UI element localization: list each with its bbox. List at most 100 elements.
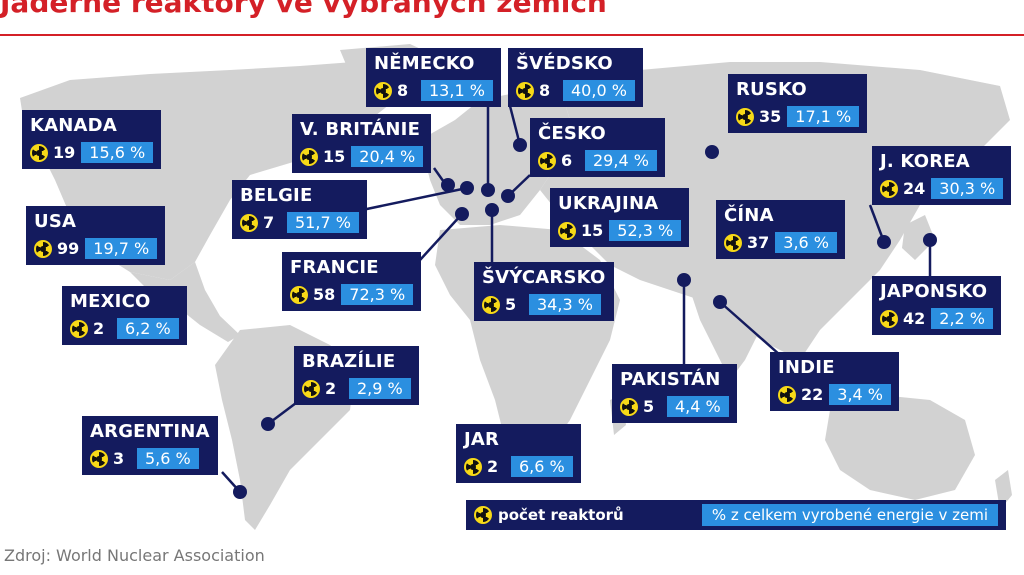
country-name: BELGIE [240, 185, 313, 206]
radiation-icon [240, 213, 258, 232]
reactor-count: 8 [397, 81, 409, 100]
energy-percent: 3,6 % [775, 232, 837, 253]
card-kanada: KANADA 19 15,6 % [22, 110, 162, 169]
energy-percent: 5,6 % [137, 448, 199, 469]
radiation-icon [34, 239, 52, 258]
energy-percent: 40,0 % [563, 80, 635, 101]
marker-rusko [705, 145, 719, 159]
reactor-count: 58 [313, 285, 336, 304]
country-name: MEXICO [70, 291, 151, 312]
radiation-icon [482, 295, 500, 314]
country-name: ČESKO [538, 123, 606, 144]
radiation-icon [880, 309, 898, 328]
india-shape [690, 290, 760, 380]
card-jar: JAR 2 6,6 % [456, 424, 581, 483]
card-francie: FRANCIE 58 72,3 % [282, 252, 422, 311]
country-name: PAKISTÁN [620, 369, 721, 390]
card-indie: INDIE 22 3,4 % [770, 352, 899, 411]
card-argentina: ARGENTINA 3 5,6 % [82, 416, 218, 475]
marker-j-korea [877, 235, 891, 249]
marker-svedsko [513, 138, 527, 152]
energy-percent: 51,7 % [287, 212, 359, 233]
reactor-count: 22 [801, 385, 824, 404]
card-ukrajina: UKRAJINA 15 52,3 % [550, 188, 690, 247]
radiation-icon [778, 385, 796, 404]
reactor-count: 15 [581, 221, 604, 240]
map-legend: počet reaktorů % z celkem vyrobené energ… [466, 500, 1006, 530]
radiation-icon [300, 147, 318, 166]
radiation-icon [90, 449, 108, 468]
energy-percent: 20,4 % [351, 146, 424, 167]
energy-percent: 6,6 % [511, 456, 573, 477]
radiation-icon [724, 233, 742, 252]
legend-percent-label: % z celkem vyrobené energie v zemi [701, 504, 998, 526]
card-japonsko: JAPONSKO 42 2,2 % [872, 276, 1001, 335]
legend-reactors-label: počet reaktorů [498, 506, 624, 524]
country-name: JAPONSKO [880, 281, 988, 302]
reactor-count: 2 [487, 457, 499, 476]
marker-nemecko [481, 183, 495, 197]
energy-percent: 34,3 % [529, 294, 601, 315]
country-name: RUSKO [736, 79, 807, 100]
japan-shape [902, 215, 935, 260]
energy-percent: 2,9 % [349, 378, 411, 399]
marker-pakistan [677, 273, 691, 287]
country-name: NĚMECKO [374, 53, 475, 74]
country-name: V. BRITÁNIE [300, 119, 421, 140]
marker-japonsko [923, 233, 937, 247]
energy-percent: 2,2 % [931, 308, 993, 329]
card-svycarsko: ŠVÝCARSKO 5 34,3 % [474, 262, 614, 321]
card-rusko: RUSKO 35 17,1 % [728, 74, 868, 133]
radiation-icon [30, 143, 48, 162]
reactor-count: 8 [539, 81, 551, 100]
country-name: J. KOREA [880, 151, 970, 172]
marker-indie [713, 295, 727, 309]
energy-percent: 4,4 % [667, 396, 729, 417]
reactor-count: 3 [113, 449, 125, 468]
radiation-icon [374, 81, 392, 100]
country-name: JAR [464, 429, 500, 450]
radiation-icon [558, 221, 576, 240]
country-name: ARGENTINA [90, 421, 210, 442]
card-svedsko: ŠVÉDSKO 8 40,0 % [508, 48, 643, 107]
energy-percent: 17,1 % [787, 106, 860, 127]
reactor-count: 99 [57, 239, 80, 258]
country-name: UKRAJINA [558, 193, 659, 214]
reactor-count: 19 [53, 143, 76, 162]
country-name: USA [34, 211, 77, 232]
marker-v-britanie [441, 178, 455, 192]
energy-percent: 52,3 % [609, 220, 682, 241]
country-name: FRANCIE [290, 257, 379, 278]
reactor-count: 6 [561, 151, 573, 170]
country-name: ČÍNA [724, 205, 774, 226]
reactor-count: 7 [263, 213, 275, 232]
radiation-icon [538, 151, 556, 170]
radiation-icon [516, 81, 534, 100]
reactor-count: 42 [903, 309, 926, 328]
marker-svycarsko [485, 203, 499, 217]
title-divider [0, 34, 1024, 36]
card-cesko: ČESKO 6 29,4 % [530, 118, 665, 177]
reactor-count: 35 [759, 107, 782, 126]
country-name: KANADA [30, 115, 117, 136]
radiation-icon [474, 506, 492, 524]
energy-percent: 13,1 % [421, 80, 493, 101]
uk-shape [428, 140, 450, 176]
marker-belgie [460, 181, 474, 195]
card-j-korea: J. KOREA 24 30,3 % [872, 146, 1012, 205]
card-usa: USA 99 19,7 % [26, 206, 166, 265]
reactor-count: 5 [643, 397, 655, 416]
country-name: INDIE [778, 357, 835, 378]
australia-shape [825, 395, 975, 500]
reactor-count: 37 [747, 233, 770, 252]
card-pakistan: PAKISTÁN 5 4,4 % [612, 364, 737, 423]
radiation-icon [620, 397, 638, 416]
marker-cesko [501, 189, 515, 203]
marker-brazilie [261, 417, 275, 431]
reactor-count: 24 [903, 179, 926, 198]
radiation-icon [302, 379, 320, 398]
radiation-icon [70, 319, 88, 338]
marker-argentina [233, 485, 247, 499]
reactor-count: 5 [505, 295, 517, 314]
radiation-icon [736, 107, 754, 126]
